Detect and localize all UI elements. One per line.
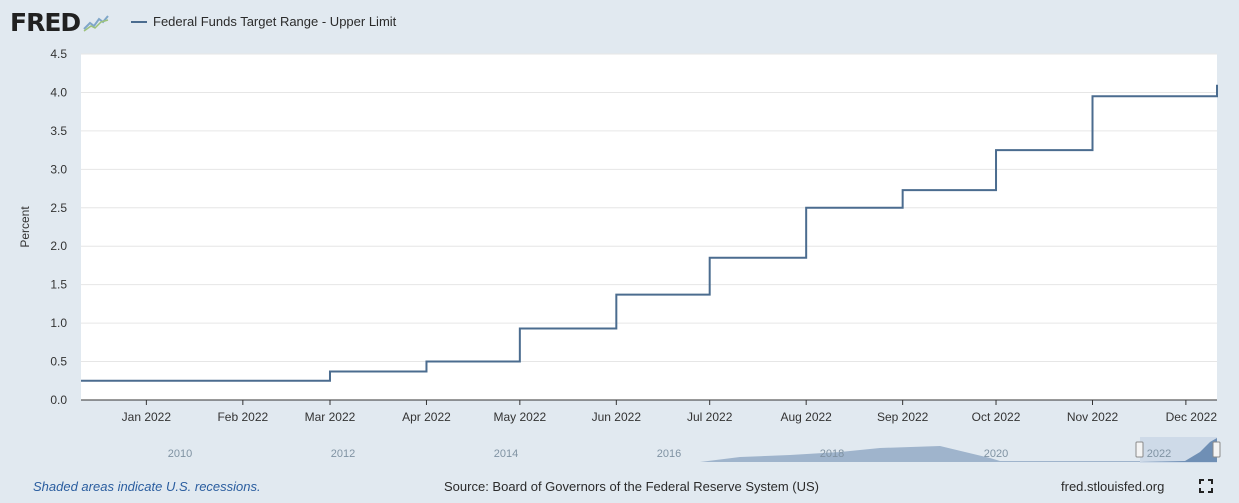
navigator-right-handle[interactable] <box>1212 441 1221 458</box>
x-tick-label: Apr 2022 <box>402 410 451 424</box>
plot-background <box>81 54 1217 400</box>
fred-chart-icon <box>83 13 110 32</box>
navigator-series-area <box>81 446 1140 462</box>
x-tick-label: Aug 2022 <box>780 410 832 424</box>
x-tick-label: Feb 2022 <box>217 410 268 424</box>
y-tick-label: 2.5 <box>50 201 67 215</box>
navigator-year-label: 2016 <box>657 448 681 460</box>
navigator-year-label: 2020 <box>984 448 1008 460</box>
y-tick-label: 3.5 <box>50 124 67 138</box>
source-text: Source: Board of Governors of the Federa… <box>444 479 819 494</box>
x-tick-label: Dec 2022 <box>1166 410 1218 424</box>
x-tick-label: Nov 2022 <box>1067 410 1119 424</box>
gridlines <box>81 53 1217 363</box>
x-tick-label: May 2022 <box>493 410 546 424</box>
chart-legend: Federal Funds Target Range - Upper Limit <box>131 14 396 29</box>
y-axis-ticks: 0.0 0.5 1.0 1.5 2.0 2.5 3.0 3.5 4.0 4.5 <box>50 47 67 407</box>
fred-logo-text: FRED <box>10 8 81 37</box>
y-axis-label: Percent <box>18 206 32 248</box>
x-tick-label: Mar 2022 <box>305 410 356 424</box>
x-tick-label: Oct 2022 <box>972 410 1021 424</box>
x-tick-label: Jan 2022 <box>122 410 172 424</box>
navigator-track <box>81 437 1217 463</box>
navigator-year-label: 2018 <box>820 448 844 460</box>
y-tick-label: 4.5 <box>50 47 67 61</box>
y-tick-label: 0.0 <box>50 393 67 407</box>
series-line[interactable] <box>81 84 1218 382</box>
x-tick-label: Jun 2022 <box>592 410 642 424</box>
recession-note: Shaded areas indicate U.S. recessions. <box>33 479 261 494</box>
fred-url-link[interactable]: fred.stlouisfed.org <box>1061 479 1165 494</box>
range-navigator[interactable]: 2010 2012 2014 2016 2018 2020 2022 <box>81 437 1221 463</box>
navigator-left-handle[interactable] <box>1135 441 1144 458</box>
navigator-year-label: 2022 <box>1147 448 1171 460</box>
navigator-selected-series <box>1140 438 1217 462</box>
y-tick-label: 3.0 <box>50 162 67 176</box>
y-tick-label: 4.0 <box>50 85 67 99</box>
y-tick-label: 2.0 <box>50 239 67 253</box>
y-tick-label: 1.5 <box>50 278 67 292</box>
navigator-year-labels: 2010 2012 2014 2016 2018 2020 2022 <box>168 448 1171 460</box>
fullscreen-icon[interactable] <box>1199 479 1213 493</box>
x-axis-ticks: Jan 2022 Feb 2022 Mar 2022 Apr 2022 May 2022… <box>122 400 1218 424</box>
x-tick-label: Jul 2022 <box>687 410 733 424</box>
navigator-year-label: 2014 <box>494 448 518 460</box>
fred-logo[interactable]: FRED <box>10 8 110 37</box>
y-tick-label: 0.5 <box>50 355 67 369</box>
legend-series-label: Federal Funds Target Range - Upper Limit <box>153 14 397 29</box>
legend-series-swatch <box>131 20 147 23</box>
x-tick-label: Sep 2022 <box>877 410 929 424</box>
y-tick-label: 1.0 <box>50 316 67 330</box>
navigator-year-label: 2012 <box>331 448 355 460</box>
navigator-year-label: 2010 <box>168 448 192 460</box>
